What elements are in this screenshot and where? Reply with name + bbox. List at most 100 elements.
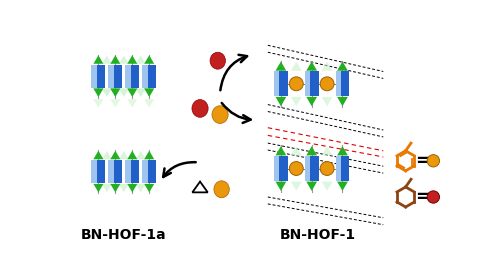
Bar — [108, 160, 114, 183]
Polygon shape — [291, 182, 302, 191]
Polygon shape — [291, 62, 302, 71]
Polygon shape — [306, 97, 317, 106]
Polygon shape — [94, 99, 104, 108]
Bar — [130, 160, 139, 183]
Bar — [310, 72, 318, 96]
FancyArrowPatch shape — [222, 103, 250, 123]
Bar — [114, 64, 122, 88]
Polygon shape — [136, 151, 146, 159]
Polygon shape — [128, 151, 138, 159]
Polygon shape — [110, 151, 120, 159]
Polygon shape — [94, 55, 104, 64]
Polygon shape — [136, 88, 146, 97]
Polygon shape — [128, 55, 138, 64]
Bar — [341, 72, 349, 96]
Polygon shape — [322, 62, 332, 71]
Bar — [130, 64, 139, 88]
Text: =: = — [415, 152, 430, 170]
Ellipse shape — [192, 100, 208, 117]
Polygon shape — [144, 88, 154, 97]
Polygon shape — [322, 97, 332, 106]
Polygon shape — [322, 182, 332, 191]
Polygon shape — [144, 55, 154, 64]
Polygon shape — [276, 97, 286, 106]
Polygon shape — [94, 151, 104, 159]
Bar — [96, 160, 106, 183]
Ellipse shape — [214, 181, 230, 198]
Circle shape — [427, 191, 440, 203]
Polygon shape — [337, 182, 348, 191]
Ellipse shape — [210, 52, 226, 69]
Polygon shape — [128, 99, 138, 108]
Polygon shape — [102, 151, 112, 159]
Polygon shape — [144, 151, 154, 159]
Bar — [274, 72, 279, 96]
Polygon shape — [128, 151, 138, 159]
FancyArrowPatch shape — [163, 162, 196, 177]
Polygon shape — [306, 182, 317, 191]
Bar — [126, 64, 130, 88]
Polygon shape — [102, 88, 112, 97]
Polygon shape — [119, 184, 129, 192]
Polygon shape — [94, 88, 104, 97]
Polygon shape — [337, 62, 348, 71]
Circle shape — [320, 162, 334, 176]
Bar — [305, 72, 310, 96]
Bar — [279, 72, 288, 96]
Polygon shape — [128, 88, 138, 97]
Polygon shape — [110, 55, 120, 64]
Polygon shape — [102, 88, 112, 97]
Polygon shape — [276, 146, 286, 155]
Polygon shape — [119, 88, 129, 97]
Polygon shape — [119, 88, 129, 97]
Polygon shape — [276, 182, 286, 191]
Polygon shape — [136, 55, 146, 64]
Polygon shape — [291, 97, 302, 106]
Polygon shape — [136, 184, 146, 192]
Text: =: = — [415, 188, 430, 206]
Polygon shape — [337, 97, 348, 106]
Polygon shape — [144, 184, 154, 192]
Bar — [336, 156, 341, 181]
Bar — [126, 160, 130, 183]
Circle shape — [427, 155, 440, 167]
Bar — [96, 64, 106, 88]
Bar — [341, 156, 349, 181]
Polygon shape — [144, 88, 154, 97]
Bar — [148, 64, 156, 88]
Bar — [92, 64, 96, 88]
Polygon shape — [291, 146, 302, 155]
Polygon shape — [136, 88, 146, 97]
Polygon shape — [94, 151, 104, 159]
Polygon shape — [102, 184, 112, 192]
Polygon shape — [322, 146, 332, 155]
Circle shape — [320, 77, 334, 91]
Polygon shape — [102, 55, 112, 64]
Bar — [108, 64, 114, 88]
Bar — [92, 160, 96, 183]
Text: BN-HOF-1a: BN-HOF-1a — [81, 228, 166, 242]
Bar — [305, 156, 310, 181]
Polygon shape — [94, 88, 104, 97]
Polygon shape — [306, 146, 317, 155]
Polygon shape — [128, 88, 138, 97]
Ellipse shape — [212, 106, 228, 123]
Circle shape — [290, 162, 303, 176]
Bar — [142, 64, 148, 88]
Polygon shape — [110, 184, 120, 192]
Bar — [310, 156, 318, 181]
Bar — [142, 160, 148, 183]
Polygon shape — [276, 62, 286, 71]
Polygon shape — [306, 62, 317, 71]
Bar — [148, 160, 156, 183]
Polygon shape — [110, 99, 120, 108]
Bar — [114, 160, 122, 183]
Polygon shape — [110, 88, 120, 97]
Polygon shape — [128, 184, 138, 192]
Circle shape — [290, 77, 303, 91]
FancyArrowPatch shape — [220, 55, 247, 90]
Polygon shape — [94, 184, 104, 192]
Polygon shape — [119, 151, 129, 159]
Polygon shape — [337, 146, 348, 155]
Polygon shape — [110, 151, 120, 159]
